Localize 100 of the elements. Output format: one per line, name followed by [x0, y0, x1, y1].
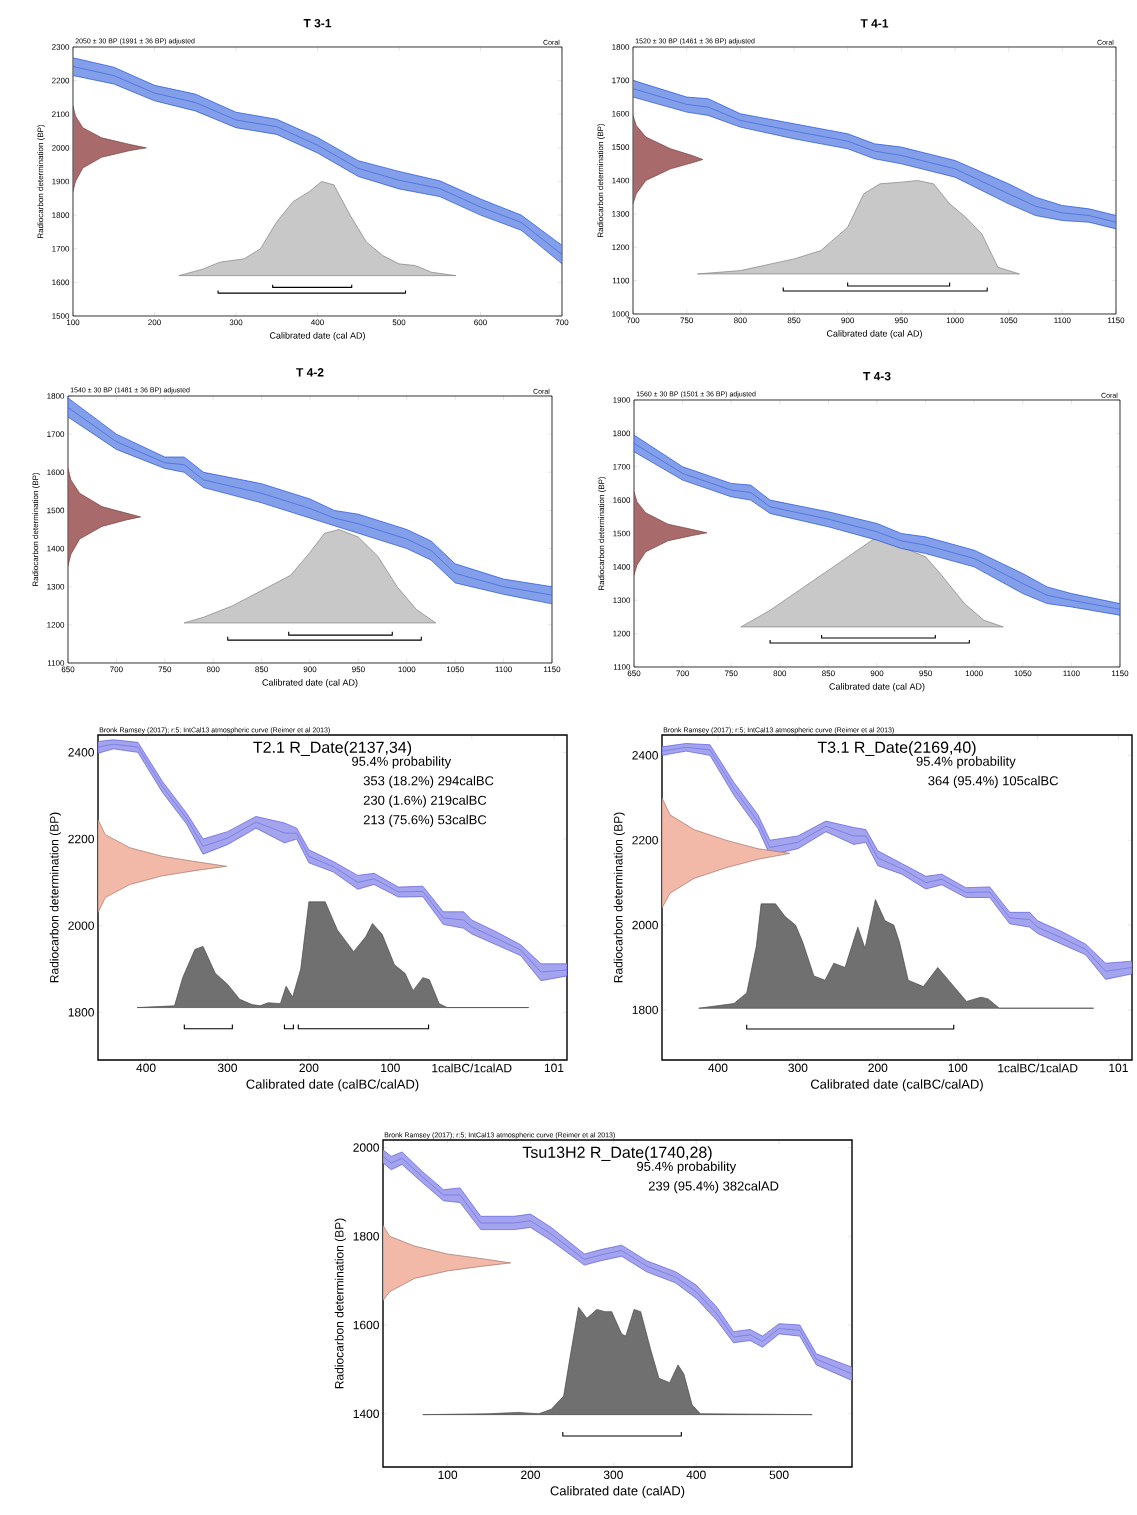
x-tick-label: 700 — [555, 319, 569, 326]
y-axis-title: Radiocarbon determination (BP) — [597, 123, 605, 237]
x-tick-label: 1100 — [1063, 670, 1080, 677]
x-tick-label: 900 — [303, 666, 317, 673]
y-tick-label: 2300 — [52, 44, 70, 50]
y-tick-label: 2200 — [52, 77, 70, 84]
x-tick-label: 1150 — [544, 666, 561, 673]
y-tick-label: 1300 — [47, 583, 65, 590]
chart-title: T2.1 R_Date(2137,34) — [253, 741, 412, 757]
y-tick-label: 1600 — [613, 497, 631, 503]
y-tick-label: 1600 — [612, 110, 630, 117]
x-tick-label: 1050 — [1014, 670, 1032, 677]
x-tick-label: 100 — [948, 1063, 968, 1073]
x-tick-label: 750 — [724, 670, 738, 677]
x-axis-title: Calibrated date (cal AD) — [269, 332, 365, 341]
x-tick-label: 1calBC/1calAD — [998, 1063, 1078, 1073]
y-tick-label: 1400 — [353, 1409, 379, 1418]
x-tick-label: 1100 — [495, 666, 512, 673]
y-tick-label: 2400 — [68, 748, 94, 757]
x-tick-label: 650 — [61, 666, 75, 673]
x-tick-label: 100 — [438, 1470, 458, 1480]
annotation: 95.4% probability — [637, 1161, 737, 1174]
x-tick-label: 1calBC/1calAD — [432, 1063, 512, 1073]
y-tick-label: 1500 — [613, 530, 631, 537]
x-tick-label: 200 — [521, 1470, 541, 1480]
x-axis-title: Calibrated date (cal AD) — [829, 683, 925, 692]
annotation: 95.4% probability — [352, 756, 452, 769]
y-tick-label: 1800 — [612, 44, 630, 50]
x-tick-label: 300 — [603, 1470, 623, 1480]
y-tick-label: 1800 — [47, 393, 65, 399]
y-tick-label: 1800 — [52, 212, 70, 218]
annotation: 353 (18.2%) 294calBC — [363, 775, 494, 788]
x-tick-label: 1000 — [965, 670, 983, 677]
annotation: 364 (95.4%) 105calBC — [928, 775, 1059, 788]
x-tick-label: 1150 — [1112, 670, 1129, 677]
y-tick-label: 1200 — [612, 244, 630, 251]
x-tick-label: 950 — [895, 317, 908, 324]
x-axis-title: Calibrated date (cal AD) — [262, 679, 358, 688]
x-tick-label: 850 — [787, 317, 801, 324]
annotation: 230 (1.6%) 219calBC — [363, 795, 487, 808]
y-tick-label: 2400 — [632, 751, 658, 760]
y-tick-label: 1500 — [612, 144, 630, 150]
x-tick-label: 750 — [158, 666, 172, 673]
y-tick-label: 2200 — [68, 834, 94, 844]
x-tick-label: 950 — [919, 670, 932, 677]
y-tick-label: 1400 — [613, 564, 631, 570]
y-tick-label: 1100 — [47, 660, 65, 666]
y-tick-label: 1300 — [612, 211, 630, 217]
chart-title: Tsu13H2 R_Date(1740,28) — [522, 1146, 712, 1162]
x-tick-label: 400 — [311, 319, 324, 326]
y-tick-label: 2200 — [632, 835, 658, 845]
y-tick-label: 1400 — [47, 545, 65, 552]
y-tick-label: 1800 — [632, 1005, 658, 1015]
x-tick-label: 300 — [229, 319, 243, 326]
x-tick-label: 400 — [686, 1470, 706, 1480]
x-tick-label: 100 — [66, 319, 80, 326]
y-tick-label: 1800 — [68, 1008, 94, 1017]
y-axis-title: Radiocarbon determination (BP) — [37, 124, 45, 238]
y-tick-label: 1100 — [612, 277, 630, 284]
y-tick-label: 1800 — [613, 430, 631, 437]
x-tick-label: 200 — [299, 1063, 319, 1073]
x-tick-label: 101 — [1109, 1063, 1128, 1073]
y-tick-label: 1700 — [47, 431, 65, 437]
y-tick-label: 1700 — [612, 77, 630, 84]
y-tick-label: 1400 — [612, 177, 630, 184]
x-tick-label: 650 — [627, 670, 641, 677]
x-tick-label: 1000 — [398, 666, 416, 673]
x-tick-label: 500 — [769, 1470, 789, 1480]
y-tick-label: 2000 — [68, 921, 94, 930]
y-axis-title: Radiocarbon determination (BP) — [613, 812, 625, 983]
x-tick-label: 800 — [206, 666, 220, 673]
x-tick-label: 600 — [474, 319, 487, 326]
x-tick-label: 850 — [822, 670, 835, 677]
x-axis-title: Calibrated date (calBC/calAD) — [246, 1079, 419, 1092]
x-tick-label: 800 — [734, 317, 747, 324]
x-tick-label: 400 — [708, 1063, 728, 1073]
y-tick-label: 2000 — [353, 1143, 379, 1152]
y-axis-title: Radiocarbon determination (BP) — [598, 476, 606, 590]
chart-title: T 3-1 — [303, 18, 332, 28]
chart-title: T 4-3 — [863, 371, 891, 381]
x-tick-label: 850 — [255, 666, 268, 673]
x-tick-label: 300 — [788, 1063, 808, 1073]
x-tick-label: 700 — [110, 666, 123, 673]
y-tick-label: 1000 — [612, 311, 630, 317]
x-tick-label: 800 — [773, 670, 787, 677]
y-tick-label: 1800 — [353, 1232, 379, 1241]
y-tick-label: 2100 — [52, 111, 70, 118]
x-tick-label: 1100 — [1054, 317, 1071, 324]
x-tick-label: 1050 — [446, 666, 464, 673]
chart-title: T 4-2 — [296, 368, 324, 377]
y-tick-label: 1900 — [613, 397, 631, 403]
annotation: 239 (95.4%) 382calAD — [648, 1181, 779, 1194]
x-tick-label: 900 — [841, 317, 855, 324]
x-tick-label: 1050 — [1000, 317, 1018, 324]
y-tick-label: 1600 — [52, 279, 70, 286]
y-tick-label: 1500 — [47, 507, 65, 514]
y-tick-label: 1300 — [613, 597, 631, 604]
y-axis-title: Radiocarbon determination (BP) — [32, 472, 40, 586]
x-tick-label: 750 — [680, 317, 694, 324]
y-tick-label: 1900 — [52, 178, 70, 185]
